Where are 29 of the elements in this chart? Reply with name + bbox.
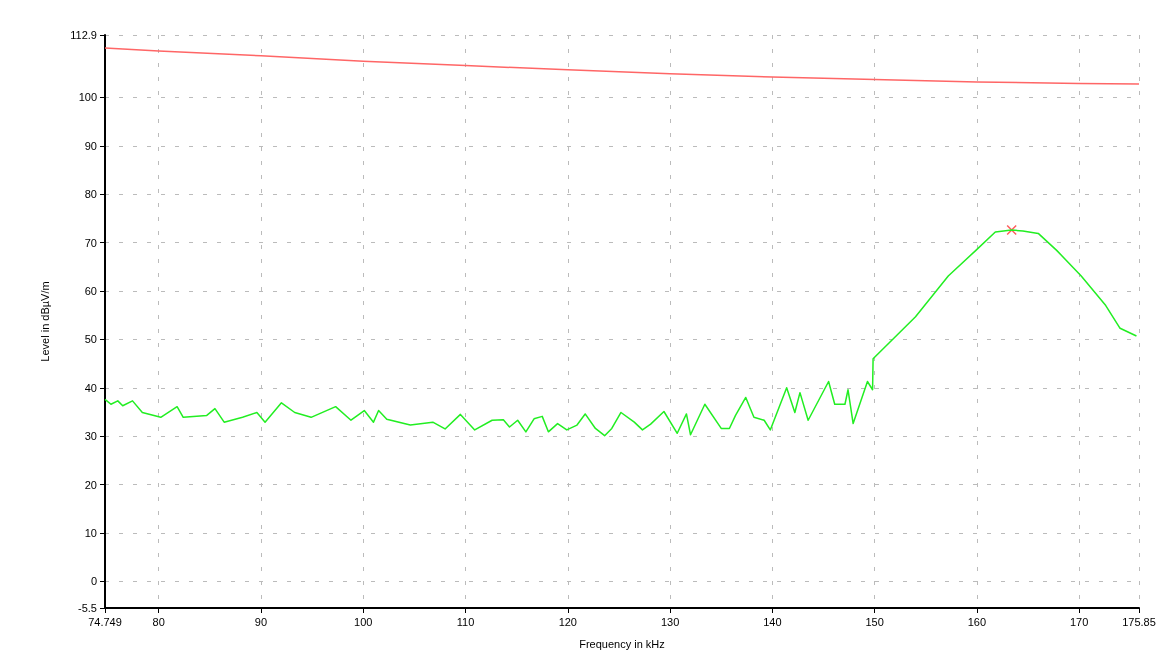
x-tick-label: 170 (1069, 615, 1089, 628)
y-tick-label: 112.9 (70, 29, 97, 41)
y-tick-label: 0 (90, 575, 97, 588)
y-tick-label: 30 (84, 430, 97, 443)
line-series (104, 47, 1140, 85)
line-series (104, 229, 1138, 437)
y-tick-label: 80 (84, 188, 97, 201)
x-tick-label: 120 (558, 615, 577, 628)
y-tick-label: 60 (84, 285, 97, 298)
y-tick-label: 100 (78, 91, 97, 104)
y-tick-label: 70 (84, 236, 97, 249)
y-tick-label: 10 (84, 526, 97, 539)
x-axis-title: Frequency in kHz (579, 637, 665, 650)
y-tick-label: 40 (84, 381, 97, 394)
y-tick-label: 50 (84, 333, 97, 346)
x-tick-label: 130 (660, 615, 680, 628)
x-tick-label: 100 (354, 615, 373, 628)
x-tick-label: 90 (254, 615, 268, 628)
x-tick-label: 74.749 (88, 615, 122, 628)
x-tick-label: 110 (456, 615, 475, 628)
x-tick-label: 175.85 (1122, 615, 1156, 628)
x-tick-label: 80 (152, 615, 165, 628)
y-tick-label: -5.5 (78, 602, 97, 614)
x-tick-label: 160 (967, 615, 987, 628)
x-tick-label: 140 (763, 615, 782, 628)
y-tick-label: 90 (84, 139, 97, 152)
y-tick-label: 20 (84, 478, 97, 491)
y-axis-title: Level in dBµV/m (38, 281, 51, 362)
x-tick-label: 150 (865, 615, 884, 628)
